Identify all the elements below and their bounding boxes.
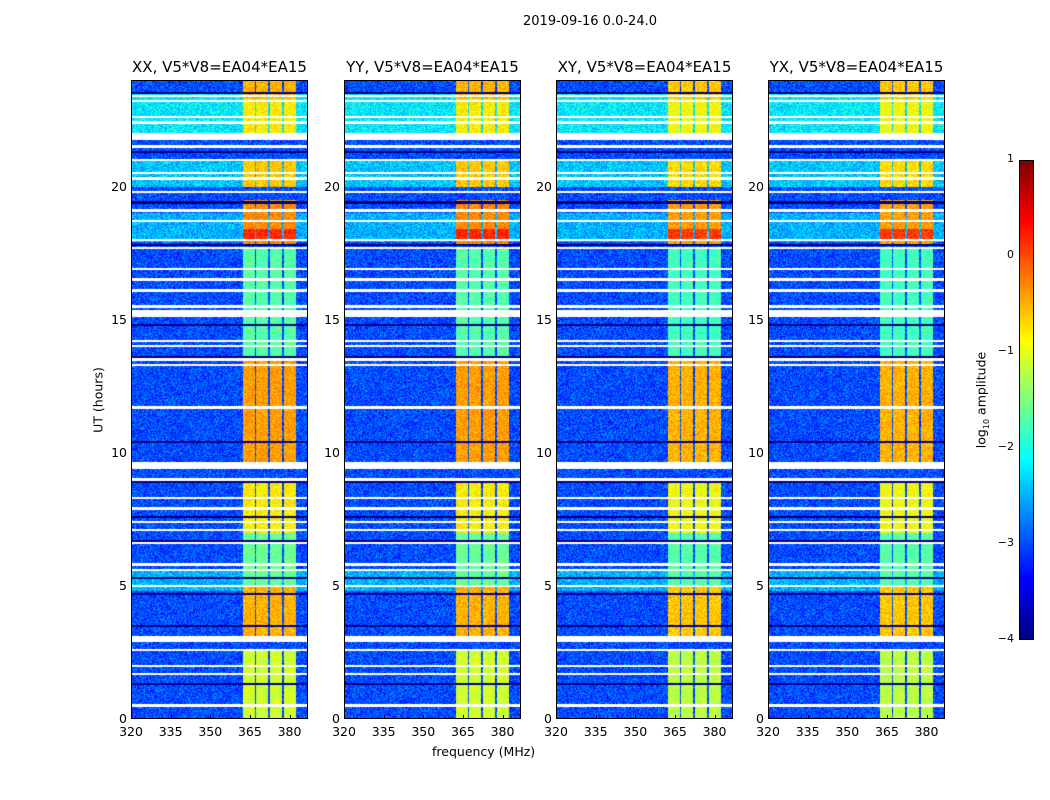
waterfall-panel-3: YX, V5*V8=EA04*EA15 — [768, 58, 945, 719]
x-tick-label: 335 — [795, 724, 820, 739]
x-tick-label: 350 — [623, 724, 648, 739]
y-tick-label: 0 — [332, 711, 340, 726]
x-tick-label: 365 — [237, 724, 262, 739]
colorbar-tick-label: −1 — [997, 344, 1014, 357]
axes-frame — [768, 80, 945, 719]
x-tick-label: 380 — [702, 724, 727, 739]
y-axis-label: UT (hours) — [90, 367, 106, 433]
colorbar-tick-label: 0 — [1007, 248, 1014, 261]
panel-title: XX, V5*V8=EA04*EA15 — [132, 58, 307, 76]
waterfall-heatmap — [131, 80, 308, 719]
y-tick-label: 20 — [324, 178, 340, 194]
x-tick-label: 350 — [411, 724, 436, 739]
y-tick-label: 10 — [748, 444, 764, 460]
panel-title: YX, V5*V8=EA04*EA15 — [769, 58, 944, 76]
waterfall-panel-2: XY, V5*V8=EA04*EA15 — [556, 58, 733, 719]
waterfall-heatmap — [556, 80, 733, 719]
x-tick-label: 365 — [450, 724, 475, 739]
x-tick-label: 335 — [371, 724, 396, 739]
x-tick-mark — [502, 715, 504, 719]
y-tick-label: 0 — [119, 711, 127, 726]
x-tick-label: 350 — [198, 724, 223, 739]
y-tick-label: 15 — [748, 311, 764, 327]
axes-frame — [344, 80, 521, 719]
colorbar-label: log10 amplitude — [973, 351, 991, 449]
axes-frame — [556, 80, 733, 719]
y-tick-label: 5 — [119, 577, 127, 593]
x-tick-mark — [289, 715, 291, 719]
waterfall-heatmap — [768, 80, 945, 719]
x-tick-label: 335 — [583, 724, 608, 739]
x-tick-label: 380 — [914, 724, 939, 739]
x-tick-mark — [249, 715, 251, 719]
y-tick-label: 0 — [756, 711, 764, 726]
x-tick-label: 380 — [277, 724, 302, 739]
x-tick-mark — [674, 715, 676, 719]
x-tick-mark — [131, 715, 132, 719]
waterfall-panel-1: YY, V5*V8=EA04*EA15 — [344, 58, 521, 719]
x-tick-label: 320 — [332, 724, 356, 739]
y-tick-label: 10 — [111, 444, 127, 460]
x-tick-mark — [170, 715, 172, 719]
x-tick-label: 350 — [835, 724, 860, 739]
y-tick-label: 20 — [111, 178, 127, 194]
x-tick-label: 320 — [119, 724, 143, 739]
y-tick-label: 15 — [536, 311, 552, 327]
x-axis-label: frequency (MHz) — [432, 744, 536, 759]
x-tick-mark — [926, 715, 928, 719]
x-tick-mark — [595, 715, 597, 719]
waterfall-heatmap — [344, 80, 521, 719]
x-tick-mark — [714, 715, 716, 719]
panel-title: YY, V5*V8=EA04*EA15 — [346, 58, 519, 76]
y-tick-label: 20 — [536, 178, 552, 194]
colorbar-tick-label: −3 — [997, 536, 1014, 549]
x-tick-mark — [635, 715, 637, 719]
y-tick-label: 5 — [544, 577, 552, 593]
x-tick-label: 365 — [662, 724, 687, 739]
y-tick-label: 15 — [111, 311, 127, 327]
x-tick-mark — [556, 715, 557, 719]
y-tick-label: 5 — [756, 577, 764, 593]
waterfall-panel-0: XX, V5*V8=EA04*EA15 — [131, 58, 308, 719]
x-tick-mark — [210, 715, 212, 719]
axes-frame — [131, 80, 308, 719]
x-tick-label: 320 — [756, 724, 780, 739]
x-tick-mark — [423, 715, 425, 719]
x-tick-mark — [344, 715, 345, 719]
colorbar-tick-label: 1 — [1007, 152, 1014, 165]
y-tick-label: 10 — [324, 444, 340, 460]
x-tick-mark — [886, 715, 888, 719]
y-tick-label: 10 — [536, 444, 552, 460]
x-tick-mark — [383, 715, 385, 719]
x-tick-mark — [847, 715, 849, 719]
colorbar-tick-label: −4 — [997, 632, 1014, 645]
colorbar — [1019, 160, 1034, 640]
x-tick-label: 380 — [490, 724, 515, 739]
x-tick-mark — [462, 715, 464, 719]
figure-title: 2019-09-16 0.0-24.0 — [523, 14, 657, 29]
x-tick-label: 365 — [874, 724, 899, 739]
colorbar-tick-label: −2 — [997, 440, 1014, 453]
y-tick-label: 5 — [332, 577, 340, 593]
x-tick-label: 320 — [544, 724, 568, 739]
x-tick-mark — [807, 715, 809, 719]
x-tick-mark — [768, 715, 769, 719]
y-tick-label: 20 — [748, 178, 764, 194]
x-tick-label: 335 — [158, 724, 183, 739]
panel-title: XY, V5*V8=EA04*EA15 — [557, 58, 732, 76]
y-tick-label: 0 — [544, 711, 552, 726]
y-tick-label: 15 — [324, 311, 340, 327]
